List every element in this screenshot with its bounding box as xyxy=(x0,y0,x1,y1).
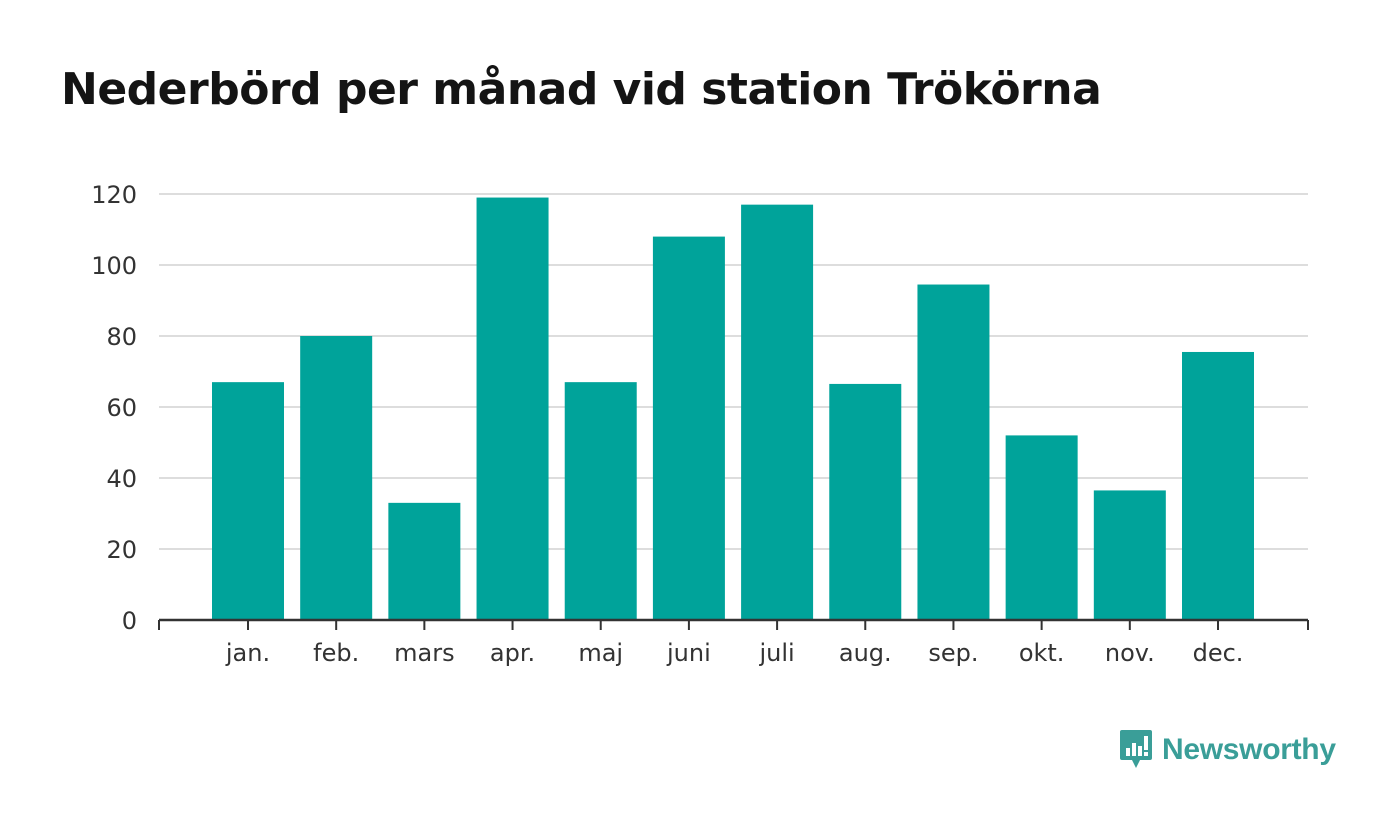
x-tick-label: aug. xyxy=(839,639,892,667)
bar xyxy=(917,284,990,620)
newsworthy-logo-text: Newsworthy xyxy=(1162,733,1336,766)
bar xyxy=(829,383,902,620)
chart-title: Nederbörd per månad vid station Trökörna xyxy=(61,64,1102,115)
bar xyxy=(1182,351,1254,620)
x-axis xyxy=(158,618,1309,630)
bar xyxy=(300,336,373,620)
y-tick-label: 120 xyxy=(91,181,137,209)
bar xyxy=(564,382,637,620)
newsworthy-logo: Newsworthy xyxy=(1118,728,1336,772)
x-tick-label: apr. xyxy=(490,639,535,667)
x-tick-label: sep. xyxy=(928,639,978,667)
y-tick-label: 0 xyxy=(122,607,137,635)
x-tick-label: maj xyxy=(578,639,623,667)
x-tick-label: juni xyxy=(666,639,711,667)
bar xyxy=(741,204,814,620)
y-tick-label: 20 xyxy=(106,536,137,564)
x-tick-label: mars xyxy=(394,639,454,667)
x-axis-ticks: jan. feb. mars apr. maj juni juli aug. sep. okt. n… xyxy=(225,639,1244,667)
bar xyxy=(212,382,284,620)
x-tick-label: juli xyxy=(758,639,794,667)
x-tick-label: nov. xyxy=(1105,639,1155,667)
x-tick-label: feb. xyxy=(313,639,359,667)
x-tick-label: jan. xyxy=(225,639,270,667)
y-tick-label: 60 xyxy=(106,394,137,422)
y-tick-label: 40 xyxy=(106,465,137,493)
bar xyxy=(1005,435,1078,620)
bar xyxy=(652,236,725,620)
x-tick-label: okt. xyxy=(1019,639,1065,667)
bars xyxy=(212,197,1254,621)
bar xyxy=(476,197,549,621)
y-axis-ticks: 0 20 40 60 80 100 120 xyxy=(91,181,137,635)
y-tick-label: 100 xyxy=(91,252,137,280)
x-tick-label: dec. xyxy=(1193,639,1244,667)
bar xyxy=(388,502,461,620)
y-tick-label: 80 xyxy=(106,323,137,351)
newsworthy-logo-icon xyxy=(1120,730,1152,768)
bar xyxy=(1093,490,1166,620)
